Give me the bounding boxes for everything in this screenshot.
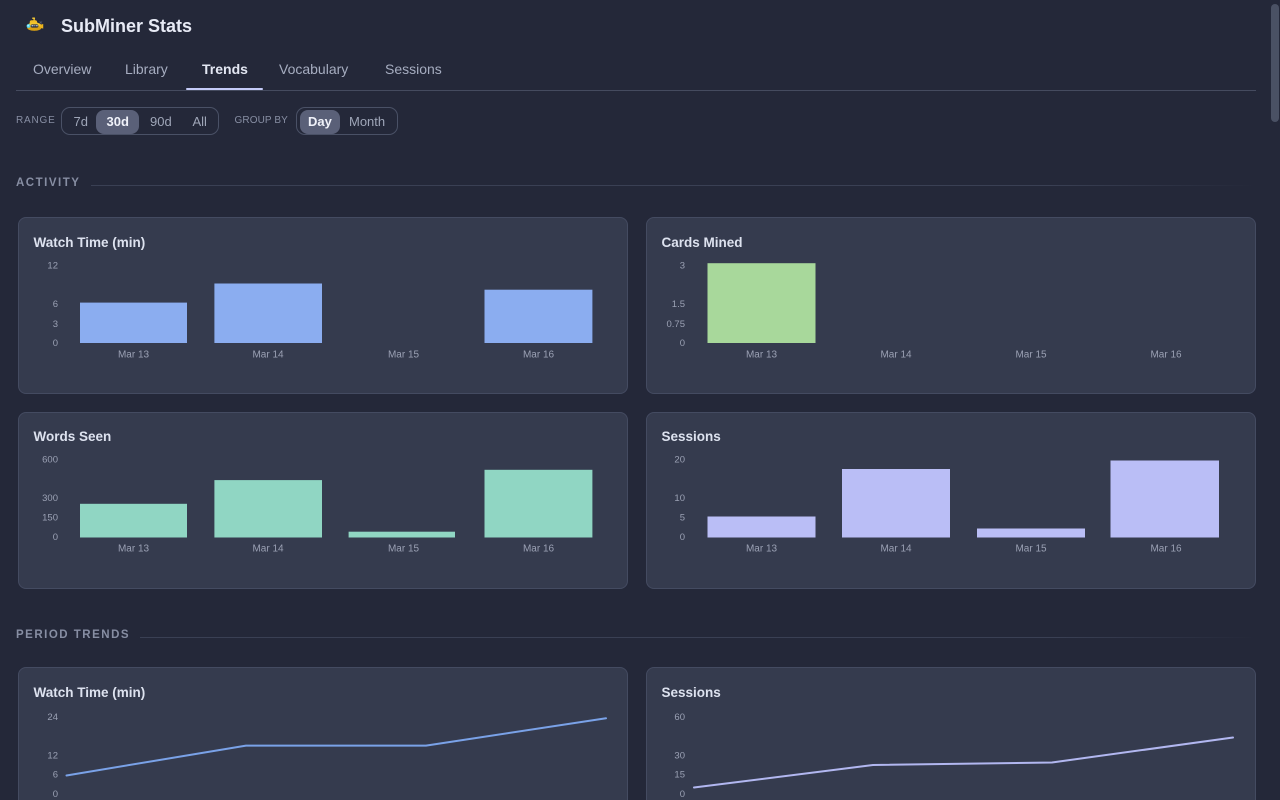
svg-text:5: 5 bbox=[680, 513, 685, 524]
svg-text:Mar 16: Mar 16 bbox=[1150, 544, 1182, 555]
svg-text:15: 15 bbox=[674, 770, 685, 781]
svg-text:6: 6 bbox=[53, 770, 58, 781]
svg-text:24: 24 bbox=[47, 712, 58, 723]
svg-text:Mar 16: Mar 16 bbox=[1150, 350, 1182, 361]
svg-text:Mar 15: Mar 15 bbox=[388, 350, 420, 361]
svg-text:Mar 14: Mar 14 bbox=[252, 350, 284, 361]
svg-text:10: 10 bbox=[674, 493, 685, 504]
svg-text:Mar 16: Mar 16 bbox=[523, 350, 555, 361]
svg-text:Mar 16: Mar 16 bbox=[523, 544, 555, 555]
svg-text:3: 3 bbox=[680, 260, 685, 271]
svg-text:3: 3 bbox=[53, 319, 58, 330]
svg-text:Mar 14: Mar 14 bbox=[252, 544, 284, 555]
svg-text:20: 20 bbox=[674, 454, 685, 465]
svg-text:Mar 14: Mar 14 bbox=[880, 350, 912, 361]
svg-text:12: 12 bbox=[47, 260, 58, 271]
svg-text:1.5: 1.5 bbox=[672, 299, 685, 310]
svg-text:Mar 14: Mar 14 bbox=[880, 544, 912, 555]
svg-text:Mar 13: Mar 13 bbox=[746, 544, 778, 555]
svg-text:6: 6 bbox=[53, 299, 58, 310]
svg-text:600: 600 bbox=[42, 454, 58, 465]
svg-text:Mar 15: Mar 15 bbox=[1015, 544, 1047, 555]
svg-text:Mar 13: Mar 13 bbox=[746, 350, 778, 361]
svg-text:0: 0 bbox=[53, 338, 58, 349]
svg-text:12: 12 bbox=[47, 750, 58, 761]
svg-text:Mar 15: Mar 15 bbox=[1015, 350, 1047, 361]
svg-text:Mar 13: Mar 13 bbox=[118, 350, 150, 361]
svg-text:Mar 13: Mar 13 bbox=[118, 544, 150, 555]
svg-text:0: 0 bbox=[53, 532, 58, 543]
svg-text:0.75: 0.75 bbox=[667, 319, 686, 330]
svg-text:30: 30 bbox=[674, 750, 685, 761]
svg-text:60: 60 bbox=[674, 712, 685, 723]
svg-text:0: 0 bbox=[680, 789, 685, 800]
svg-text:0: 0 bbox=[53, 789, 58, 800]
svg-text:0: 0 bbox=[680, 338, 685, 349]
svg-text:Mar 15: Mar 15 bbox=[388, 544, 420, 555]
svg-text:300: 300 bbox=[42, 493, 58, 504]
svg-text:150: 150 bbox=[42, 513, 58, 524]
svg-text:0: 0 bbox=[680, 532, 685, 543]
